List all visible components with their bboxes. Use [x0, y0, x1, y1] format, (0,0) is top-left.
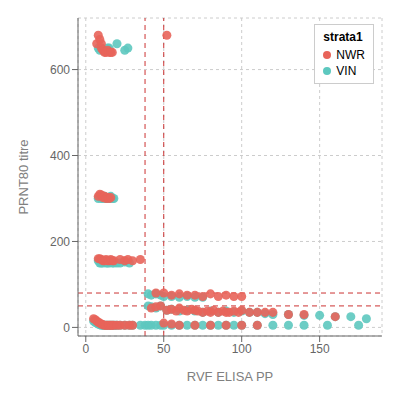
svg-text:50: 50: [157, 342, 171, 356]
svg-text:600: 600: [50, 63, 70, 77]
html-text:strata1: strata1: [323, 30, 363, 44]
svg-text:RVF ELISA PP: RVF ELISA PP: [187, 369, 273, 384]
html-text:NWR: NWR: [336, 48, 365, 62]
svg-text:100: 100: [232, 342, 252, 356]
svg-text:PRNT80 titre: PRNT80 titre: [16, 139, 31, 214]
svg-text:0: 0: [82, 342, 89, 356]
html-text:VIN: VIN: [336, 64, 357, 78]
svg-text:0: 0: [63, 321, 70, 335]
svg-text:200: 200: [50, 235, 70, 249]
svg-text:150: 150: [310, 342, 330, 356]
svg-text:400: 400: [50, 149, 70, 163]
